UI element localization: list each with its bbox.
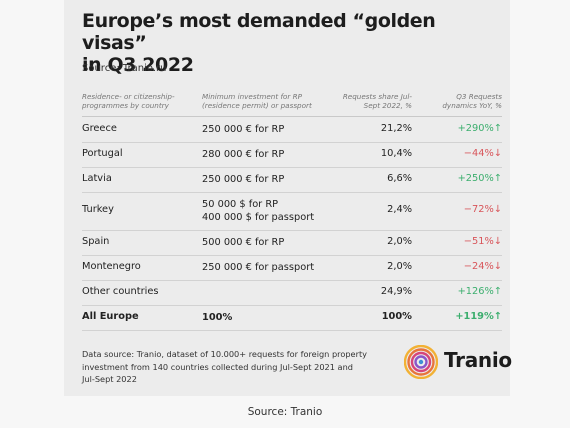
header-investment-line-2: (residence permit) or passport xyxy=(202,101,312,110)
row-country: All Europe xyxy=(82,310,139,322)
table-row: All Europe 100% 100% +119%↑ xyxy=(82,305,502,331)
row-investment: 500 000 € for RP xyxy=(202,236,284,249)
row-country: Montenegro xyxy=(82,260,141,272)
title-line-2: in Q3 2022 xyxy=(82,54,194,76)
source-line: Source: Tranio.ru xyxy=(82,63,167,74)
header-country-line-1: Residence- or citizenship- xyxy=(82,92,175,101)
row-share: 6,6% xyxy=(387,172,412,184)
row-share: 2,0% xyxy=(387,260,412,272)
row-country: Greece xyxy=(82,122,117,134)
row-investment-line: 500 000 € for RP xyxy=(202,237,285,248)
row-investment-line: 280 000 € for RP xyxy=(202,149,285,160)
row-share: 2,0% xyxy=(387,235,412,247)
row-investment: 250 000 € for RP xyxy=(202,173,284,186)
header-share: Requests share Jul- Sept 2022, % xyxy=(334,92,412,110)
row-investment-line: 400 000 $ for passport xyxy=(202,212,315,223)
header-share-line-2: Sept 2022, % xyxy=(363,101,412,110)
row-country: Turkey xyxy=(82,204,114,215)
row-share: 2,4% xyxy=(387,204,412,215)
header-country: Residence- or citizenship- programmes by… xyxy=(82,92,175,110)
row-share: 21,2% xyxy=(380,122,412,134)
table-row: Other countries 24,9% +126%↑ xyxy=(82,280,502,306)
table-row: Spain 500 000 € for RP 2,0% −51%↓ xyxy=(82,230,502,256)
row-dynamics: −24%↓ xyxy=(463,260,502,272)
tranio-logo-icon xyxy=(404,345,438,379)
header-dynamics: Q3 Requests dynamics YoY, % xyxy=(432,92,502,110)
row-investment: 250 000 € for passport xyxy=(202,261,314,274)
row-investment-line: 250 000 € for RP xyxy=(202,174,285,185)
row-investment: 50 000 $ for RP 400 000 $ for passport xyxy=(202,198,314,224)
row-share: 10,4% xyxy=(380,147,412,159)
row-dynamics: −51%↓ xyxy=(463,235,502,247)
row-dynamics: −44%↓ xyxy=(463,147,502,159)
image-caption: Source: Tranio xyxy=(247,406,323,418)
row-investment-line: 50 000 $ for RP xyxy=(202,199,279,210)
row-investment-line: 250 000 € for RP xyxy=(202,124,285,135)
title-line-1: Europe’s most demanded “golden visas” xyxy=(82,10,436,54)
header-investment: Minimum investment for RP (residence per… xyxy=(202,92,312,110)
row-country: Spain xyxy=(82,235,110,247)
header-dynamics-line-1: Q3 Requests xyxy=(456,92,502,101)
brand-name: Tranio xyxy=(444,348,512,372)
row-share: 24,9% xyxy=(380,285,412,297)
row-dynamics: −72%↓ xyxy=(463,204,502,215)
row-dynamics: +119%↑ xyxy=(455,310,502,322)
header-divider xyxy=(82,116,502,117)
table-row: Montenegro 250 000 € for passport 2,0% −24%… xyxy=(82,255,502,281)
row-investment: 100% xyxy=(202,311,232,324)
row-investment-line: 250 000 € for passport xyxy=(202,262,315,273)
row-dynamics: +290%↑ xyxy=(457,122,502,134)
table-row: Latvia 250 000 € for RP 6,6% +250%↑ xyxy=(82,167,502,193)
header-country-line-2: programmes by country xyxy=(82,101,169,110)
header-investment-line-1: Minimum investment for RP xyxy=(202,92,302,101)
table-row: Turkey 50 000 $ for RP 400 000 $ for passp… xyxy=(82,192,502,231)
row-investment: 280 000 € for RP xyxy=(202,148,284,161)
table-row: Greece 250 000 € for RP 21,2% +290%↑ xyxy=(82,117,502,143)
table-row: Portugal 280 000 € for RP 10,4% −44%↓ xyxy=(82,142,502,168)
row-investment: 250 000 € for RP xyxy=(202,123,284,136)
row-share: 100% xyxy=(381,310,412,322)
footnote: Data source: Tranio, dataset of 10.000+ … xyxy=(82,349,368,384)
header-share-line-1: Requests share Jul- xyxy=(342,92,412,101)
row-dynamics: +126%↑ xyxy=(457,285,502,297)
infographic-title: Europe’s most demanded “golden visas” in… xyxy=(82,10,502,76)
header-dynamics-line-2: dynamics YoY, % xyxy=(442,101,502,110)
row-country: Latvia xyxy=(82,172,112,184)
infographic-card: Europe’s most demanded “golden visas” in… xyxy=(64,0,512,396)
row-dynamics: +250%↑ xyxy=(457,172,502,184)
row-country: Portugal xyxy=(82,147,123,159)
row-country: Other countries xyxy=(82,285,159,297)
row-investment-line: 100% xyxy=(202,312,233,323)
